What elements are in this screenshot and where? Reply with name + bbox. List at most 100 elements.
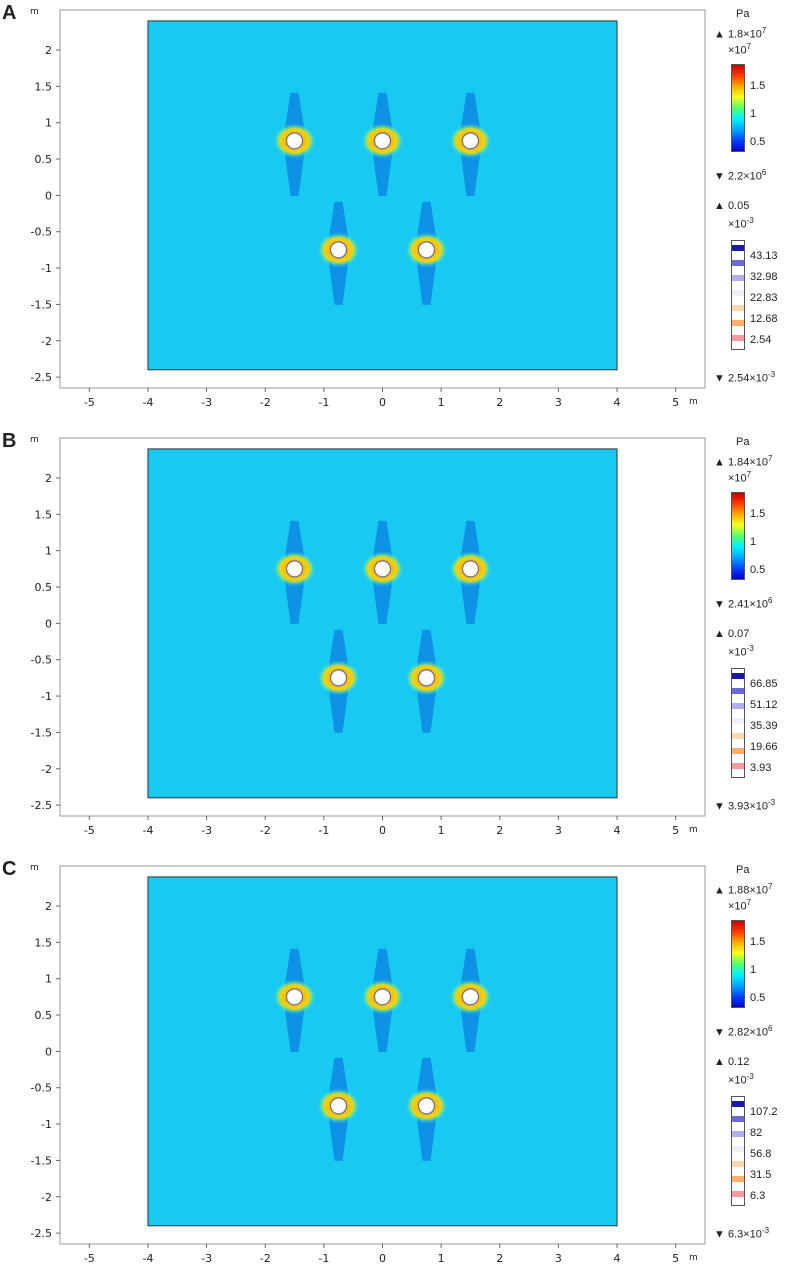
y-tick-label: -0.5 xyxy=(31,226,52,239)
panel-b: B -5 -4 -3 -2 -1 0 1 2 3 4 5 2 1.5 1 0.5 0 -0.5 -1 -1.5 -2-… xyxy=(0,428,796,856)
hole xyxy=(417,1097,436,1115)
y-tick-label: -2 xyxy=(41,335,52,348)
legend-min: ▼ 2.2×106 xyxy=(714,168,767,183)
colorbar-tick-label: 1 xyxy=(750,536,757,548)
low-stress-lobe xyxy=(328,259,349,305)
low-stress-lobe xyxy=(460,948,481,987)
x-tick-label: 0 xyxy=(379,1252,386,1265)
x-tick-label: 3 xyxy=(555,824,562,837)
low-stress-lobe xyxy=(284,150,305,196)
y-tick-label: 0 xyxy=(45,617,52,630)
hole xyxy=(285,132,304,150)
hole xyxy=(329,241,348,259)
x-tick-label: -5 xyxy=(84,1252,95,1265)
low-stress-lobe xyxy=(372,520,393,559)
y-tick-label: 2 xyxy=(45,44,52,57)
panel-c: C -5 -4 -3 -2 -1 0 1 2 3 4 5 2 1.5 1 0.5 0 -0.5 -1 -1.5 -2-… xyxy=(0,856,796,1284)
colorbar-tick-label: 1.5 xyxy=(750,508,766,520)
stress-colorbar xyxy=(731,920,745,1008)
panel-label: C xyxy=(2,858,17,880)
y-axis-unit: m xyxy=(30,863,39,873)
low-stress-lobe xyxy=(416,201,437,240)
y-tick-label: 0 xyxy=(45,1045,52,1058)
contour-tick-label: 6.3 xyxy=(750,1190,766,1202)
y-tick-label: 1 xyxy=(45,973,52,986)
borehole xyxy=(448,92,493,196)
y-tick-label: 1 xyxy=(45,117,52,130)
x-tick-label: -3 xyxy=(201,396,212,409)
contour-band xyxy=(732,748,744,754)
low-stress-lobe xyxy=(416,1057,437,1096)
y-tick-label: 0 xyxy=(45,189,52,202)
y-tick-label: -2.5 xyxy=(31,799,52,812)
hole xyxy=(329,1097,348,1115)
y-tick-label: 0.5 xyxy=(35,581,53,594)
colorbar-tick-label: 0.5 xyxy=(750,564,766,576)
borehole xyxy=(316,201,361,305)
hole xyxy=(373,560,392,578)
x-axis-unit: m xyxy=(689,397,698,407)
x-tick-label: -1 xyxy=(318,824,329,837)
contour-band xyxy=(732,1131,744,1137)
panel-a: A -5 -4 -3 -2 -1 0 1 2 3 4 5 2 1.5 1 0.5 0 -0.5 -1 -1.5 -2-… xyxy=(0,0,796,428)
x-axis-unit: m xyxy=(689,1253,698,1263)
contour-band xyxy=(732,275,744,281)
y-tick-label: -1.5 xyxy=(31,1154,52,1167)
x-tick-label: 5 xyxy=(672,1252,679,1265)
low-stress-lobe xyxy=(460,520,481,559)
contour-tick-label: 32.98 xyxy=(750,271,778,283)
legend-min: ▼ 2.82×106 xyxy=(714,1024,773,1039)
borehole xyxy=(272,520,317,624)
hole xyxy=(285,988,304,1006)
legend: Pa ▲ 1.88×107 ×107 1.5 1 0.5 ▼ 2.82×106 ▲ 0.12 ×… xyxy=(708,856,796,1284)
borehole xyxy=(316,1057,361,1161)
low-stress-lobe xyxy=(372,1006,393,1052)
borehole xyxy=(448,948,493,1052)
legend-scale: ×107 xyxy=(728,898,752,913)
contour-colorbar xyxy=(731,240,745,350)
y-tick-label: -2.5 xyxy=(31,371,52,384)
legend2-scale: ×10-3 xyxy=(728,216,754,231)
y-tick-label: -1 xyxy=(41,690,52,703)
stress-colorbar xyxy=(731,64,745,152)
y-tick-label: 1.5 xyxy=(35,936,53,949)
hole xyxy=(417,669,436,687)
y-tick-label: -1.5 xyxy=(31,298,52,311)
low-stress-lobe xyxy=(416,629,437,668)
low-stress-lobe xyxy=(416,259,437,305)
x-tick-label: 1 xyxy=(438,824,445,837)
y-tick-label: 2 xyxy=(45,472,52,485)
y-tick-label: -0.5 xyxy=(31,1082,52,1095)
contour-band xyxy=(732,763,744,769)
contour-tick-label: 31.5 xyxy=(750,1169,772,1181)
y-tick-label: 1.5 xyxy=(35,80,53,93)
x-axis-unit: m xyxy=(689,825,698,835)
low-stress-lobe xyxy=(284,92,305,131)
contour-band xyxy=(732,1161,744,1167)
contour-tick-label: 43.13 xyxy=(750,250,778,262)
contour-tick-label: 22.83 xyxy=(750,292,778,304)
legend-scale: ×107 xyxy=(728,470,752,485)
contour-band xyxy=(732,703,744,709)
low-stress-lobe xyxy=(460,578,481,624)
contour-band xyxy=(732,1191,744,1197)
colorbar-tick-label: 1.5 xyxy=(750,80,766,92)
legend-max: ▲ 1.84×107 xyxy=(714,454,773,469)
contour-band xyxy=(732,1101,744,1107)
x-tick-label: 5 xyxy=(672,396,679,409)
contour-band xyxy=(732,260,744,266)
low-stress-lobe xyxy=(284,948,305,987)
legend2-min: ▼ 6.3×10-3 xyxy=(714,1226,770,1241)
borehole xyxy=(272,92,317,196)
legend-unit: Pa xyxy=(736,436,750,448)
x-tick-label: 2 xyxy=(496,824,503,837)
low-stress-lobe xyxy=(416,687,437,733)
contour-colorbar xyxy=(731,668,745,778)
contour-band xyxy=(732,718,744,724)
legend2-min: ▼ 2.54×10-3 xyxy=(714,370,776,385)
legend2-max: ▲ 0.07 xyxy=(714,628,750,640)
hole xyxy=(285,560,304,578)
y-tick-label: 1 xyxy=(45,545,52,558)
contour-band xyxy=(732,290,744,296)
hole xyxy=(461,560,480,578)
